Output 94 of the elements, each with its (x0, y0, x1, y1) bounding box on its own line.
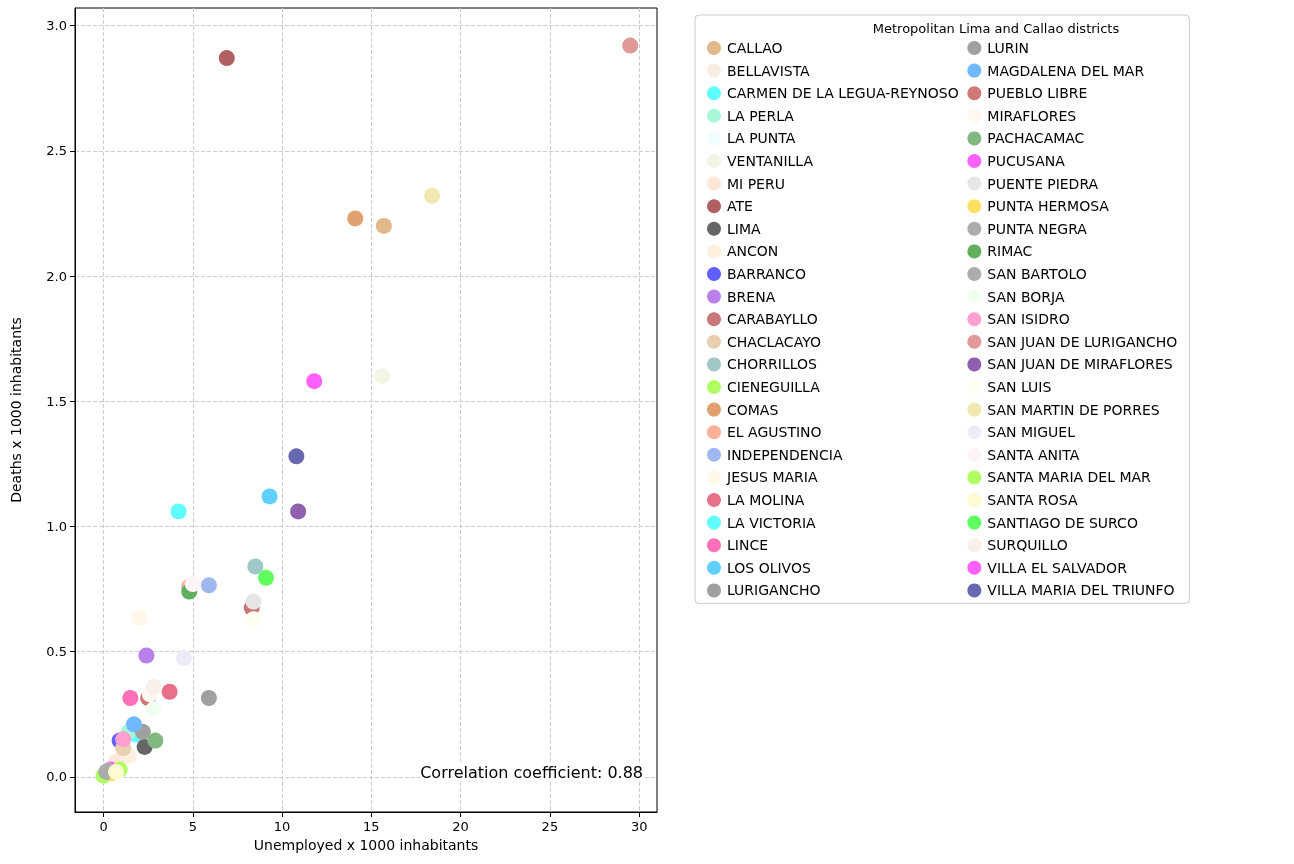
legend-label: SAN JUAN DE MIRAFLORES (987, 356, 1173, 373)
x-tick-label: 0 (99, 819, 108, 834)
point (147, 732, 164, 749)
legend-label: SAN BARTOLO (987, 266, 1087, 282)
legend-label: VENTANILLA (727, 153, 814, 169)
legend-label: SAN BORJA (987, 288, 1065, 305)
point (115, 731, 132, 748)
legend-label: LIMA (727, 220, 762, 237)
legend-label: SANTA ROSA (987, 492, 1078, 508)
point (245, 611, 262, 628)
point (200, 690, 217, 707)
x-tick-label: 10 (273, 819, 291, 834)
legend-label: LA PERLA (727, 107, 795, 124)
point (290, 503, 307, 520)
legend-label: CHACLACAYO (727, 333, 821, 350)
legend-label: ATE (727, 198, 753, 215)
y-tick-label: 2.5 (46, 143, 67, 159)
y-tick-label: 3.0 (46, 18, 67, 34)
point (170, 503, 187, 520)
legend-label: RIMAC (987, 243, 1033, 260)
legend-label: SURQUILLO (987, 537, 1068, 554)
legend-label: MAGDALENA DEL MAR (987, 62, 1145, 79)
point (375, 217, 392, 234)
legend-label: CARMEN DE LA LEGUA-REYNOSO (727, 85, 959, 102)
legend-label: PUEBLO LIBRE (987, 85, 1088, 102)
point (288, 448, 305, 465)
legend-label: LINCE (727, 537, 769, 554)
point (424, 187, 441, 204)
x-tick-label: 20 (452, 819, 469, 834)
legend-label: SAN LUIS (987, 379, 1052, 395)
y-tick-label: 1.5 (46, 393, 67, 409)
legend-label: CIENEGUILLA (727, 379, 821, 395)
legend-label: CARABAYLLO (727, 311, 818, 328)
x-tick-label: 5 (188, 819, 197, 834)
legend-label: LOS OLIVOS (727, 559, 811, 576)
legend-label: LA PUNTA (727, 130, 796, 147)
point (161, 683, 178, 700)
point (247, 558, 264, 575)
legend-label: ANCON (727, 243, 779, 260)
point (125, 716, 142, 733)
legend-label: BRENA (727, 288, 776, 305)
legend-label: BARRANCO (727, 266, 806, 282)
y-tick-label: 0.5 (46, 644, 67, 660)
point (347, 210, 364, 227)
x-axis-title: Unemployed x 1000 inhabitants (253, 837, 479, 853)
legend-label: COMAS (727, 401, 779, 418)
legend-label: PUNTA HERMOSA (987, 198, 1110, 215)
y-tick-label: 1.0 (46, 518, 67, 534)
y-tick-label: 2.0 (46, 268, 67, 284)
legend-label: EL AGUSTINO (727, 424, 822, 441)
legend-label: SAN MARTIN DE PORRES (987, 401, 1160, 418)
legend-label: LA VICTORIA (727, 514, 817, 531)
point (374, 368, 391, 385)
point (245, 593, 262, 610)
legend-label: LA MOLINA (727, 492, 805, 508)
legend-label: VILLA EL SALVADOR (987, 559, 1128, 576)
point (145, 678, 162, 695)
legend-label: SANTA MARIA DEL MAR (987, 469, 1152, 486)
point (218, 50, 235, 67)
legend-label: SANTA ANITA (987, 446, 1080, 463)
point (622, 37, 639, 54)
x-tick-label: 25 (541, 819, 559, 834)
point (200, 577, 217, 594)
legend-label: SAN MIGUEL (987, 424, 1076, 441)
legend-label: JESUS MARIA (726, 469, 818, 486)
legend-label: LURIN (987, 40, 1030, 56)
point (145, 701, 162, 718)
legend-label: SAN ISIDRO (987, 311, 1070, 328)
point (138, 647, 155, 664)
legend-label: CHORRILLOS (727, 356, 818, 373)
legend-label: LURIGANCHO (727, 582, 821, 599)
point (175, 649, 192, 666)
legend-label: INDEPENDENCIA (727, 446, 843, 463)
x-tick-label: 30 (630, 819, 648, 834)
legend-label: MI PERU (727, 175, 785, 192)
legend-label: CALLAO (727, 40, 783, 56)
point (258, 569, 275, 586)
legend-label: SAN JUAN DE LURIGANCHO (987, 333, 1178, 350)
legend-title: Metropolitan Lima and Callao districts (872, 21, 1120, 36)
legend-label: VILLA MARIA DEL TRIUNFO (987, 582, 1175, 599)
legend-label: PACHACAMAC (987, 130, 1085, 147)
point (261, 488, 278, 505)
y-tick-label: 0.0 (46, 769, 67, 785)
legend-label: PUNTA NEGRA (987, 220, 1088, 237)
legend-label: SANTIAGO DE SURCO (987, 514, 1138, 531)
legend-label: BELLAVISTA (727, 62, 811, 79)
annotation: Correlation coefficient: 0.88 (420, 762, 643, 782)
legend-label: PUCUSANA (987, 153, 1066, 169)
legend-label: MIRAFLORES (987, 107, 1077, 124)
point (122, 690, 139, 707)
legend-label: PUENTE PIEDRA (987, 175, 1099, 192)
x-tick-label: 15 (363, 819, 380, 834)
point (306, 373, 323, 390)
y-axis-title: Deaths x 1000 inhabitants (8, 317, 24, 503)
